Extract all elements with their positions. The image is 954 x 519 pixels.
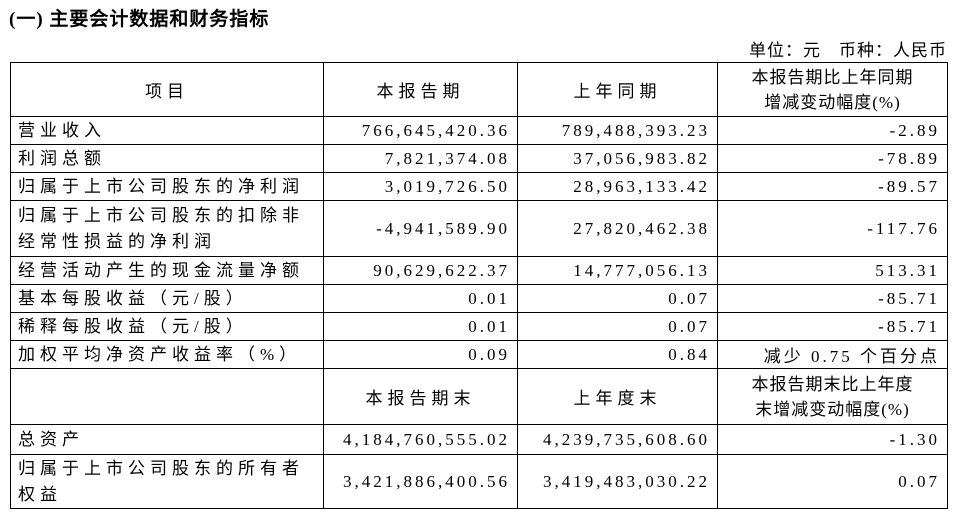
current-value: 7,821,374.08 xyxy=(323,144,518,173)
col-header-current-period: 本报告期 xyxy=(323,62,518,117)
table-row: 稀释每股收益（元/股） 0.01 0.07 -85.71 xyxy=(10,312,948,341)
prior-value: 0.07 xyxy=(517,284,718,313)
unit-note: 单位：元 币种：人民币 xyxy=(749,41,947,60)
col-header-change-line2: 增减变动幅度(%) xyxy=(764,92,901,112)
current-value: 0.09 xyxy=(323,340,518,369)
prior-value: 0.07 xyxy=(517,312,718,341)
prior-value: 28,963,133.42 xyxy=(517,172,718,201)
change-value: -89.57 xyxy=(717,172,948,201)
item-label: 经营活动产生的现金流量净额 xyxy=(10,256,324,285)
prior-value: 37,056,983.82 xyxy=(517,144,718,173)
col-header-current-period-end: 本报告期末 xyxy=(323,368,518,425)
col-header-end-change-line1: 本报告期末比上年度 xyxy=(751,374,914,394)
table-row: 营业收入 766,645,420.36 789,488,393.23 -2.89 xyxy=(10,116,948,145)
change-value: -117.76 xyxy=(717,200,948,257)
change-value: -2.89 xyxy=(717,116,948,145)
table-row: 归属于上市公司股东的净利润 3,019,726.50 28,963,133.42… xyxy=(10,172,948,201)
table-row: 归属于上市公司股东的扣除非经常性损益的净利润 -4,941,589.90 27,… xyxy=(10,200,948,257)
change-value: 513.31 xyxy=(717,256,948,285)
change-value: 0.07 xyxy=(717,454,948,509)
col-header-end-change: 本报告期末比上年度 末增减变动幅度(%) xyxy=(717,368,948,425)
change-value: 减少 0.75 个百分点 xyxy=(717,340,948,369)
spacer-cell xyxy=(10,368,324,425)
change-value: -85.71 xyxy=(717,312,948,341)
col-header-prior-period: 上年同期 xyxy=(517,62,718,117)
current-value: 0.01 xyxy=(323,284,518,313)
item-label: 归属于上市公司股东的扣除非经常性损益的净利润 xyxy=(10,200,324,257)
table-mid-header-row: 本报告期末 上年度末 本报告期末比上年度 末增减变动幅度(%) xyxy=(10,368,948,425)
table-row: 总资产 4,184,760,555.02 4,239,735,608.60 -1… xyxy=(10,424,948,455)
current-value: 4,184,760,555.02 xyxy=(323,424,518,455)
prior-value: 789,488,393.23 xyxy=(517,116,718,145)
table-row: 利润总额 7,821,374.08 37,056,983.82 -78.89 xyxy=(10,144,948,173)
prior-value: 4,239,735,608.60 xyxy=(517,424,718,455)
current-value: 90,629,622.37 xyxy=(323,256,518,285)
table-row: 加权平均净资产收益率（%） 0.09 0.84 减少 0.75 个百分点 xyxy=(10,340,948,369)
col-header-end-change-line2: 末增减变动幅度(%) xyxy=(755,399,910,419)
current-value: -4,941,589.90 xyxy=(323,200,518,257)
item-label: 利润总额 xyxy=(10,144,324,173)
table-header-row: 项目 本报告期 上年同期 本报告期比上年同期 增减变动幅度(%) xyxy=(10,62,948,117)
item-label: 加权平均净资产收益率（%） xyxy=(10,340,324,369)
item-label: 总资产 xyxy=(10,424,324,455)
item-label: 营业收入 xyxy=(10,116,324,145)
table-row: 经营活动产生的现金流量净额 90,629,622.37 14,777,056.1… xyxy=(10,256,948,285)
item-label: 基本每股收益（元/股） xyxy=(10,284,324,313)
current-value: 3,019,726.50 xyxy=(323,172,518,201)
item-label: 稀释每股收益（元/股） xyxy=(10,312,324,341)
financial-indicators-table: 项目 本报告期 上年同期 本报告期比上年同期 增减变动幅度(%) 营业收入 76… xyxy=(10,62,948,509)
change-value: -78.89 xyxy=(717,144,948,173)
current-value: 3,421,886,400.56 xyxy=(323,454,518,509)
table-row: 基本每股收益（元/股） 0.01 0.07 -85.71 xyxy=(10,284,948,313)
item-label: 归属于上市公司股东的净利润 xyxy=(10,172,324,201)
prior-value: 14,777,056.13 xyxy=(517,256,718,285)
current-value: 0.01 xyxy=(323,312,518,341)
change-value: -1.30 xyxy=(717,424,948,455)
col-header-change: 本报告期比上年同期 增减变动幅度(%) xyxy=(717,62,948,117)
change-value: -85.71 xyxy=(717,284,948,313)
prior-value: 0.84 xyxy=(517,340,718,369)
current-value: 766,645,420.36 xyxy=(323,116,518,145)
page-title: (一) 主要会计数据和财务指标 xyxy=(9,9,270,30)
prior-value: 27,820,462.38 xyxy=(517,200,718,257)
table-row: 归属于上市公司股东的所有者权益 3,421,886,400.56 3,419,4… xyxy=(10,454,948,509)
prior-value: 3,419,483,030.22 xyxy=(517,454,718,509)
item-label: 归属于上市公司股东的所有者权益 xyxy=(10,454,324,509)
col-header-change-line1: 本报告期比上年同期 xyxy=(751,67,914,87)
col-header-prior-year-end: 上年度末 xyxy=(517,368,718,425)
col-header-item: 项目 xyxy=(10,62,324,117)
